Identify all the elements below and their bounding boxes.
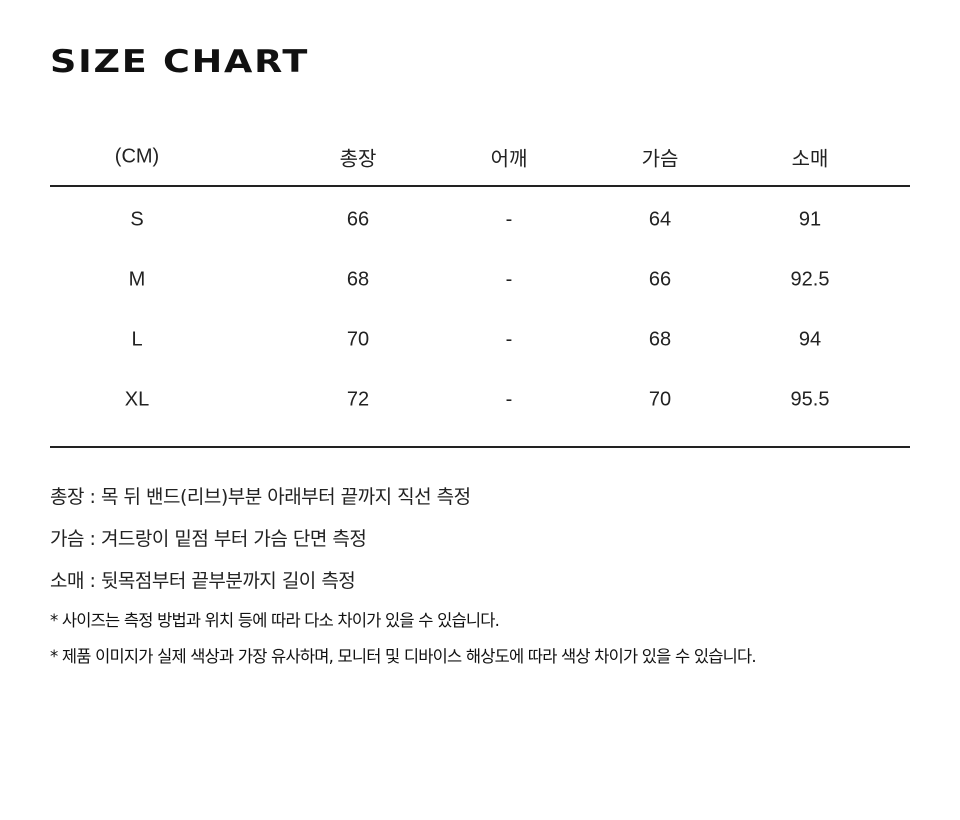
note-sleeve: 소매 : 뒷목점부터 끝부분까지 길이 측정 bbox=[50, 570, 356, 592]
length-cell: 72 bbox=[346, 388, 370, 411]
table-row: XL 72 - 70 95.5 bbox=[50, 370, 910, 430]
chest-cell: 68 bbox=[648, 328, 672, 351]
sleeve-cell: 95.5 bbox=[790, 388, 830, 411]
chest-cell: 64 bbox=[648, 208, 672, 231]
sleeve-cell: 94 bbox=[798, 328, 822, 351]
table-row: M 68 - 66 92.5 bbox=[50, 250, 910, 310]
header-shoulder: 어깨 bbox=[490, 148, 528, 171]
length-cell: 70 bbox=[346, 328, 370, 351]
measurement-notes: 총장 : 목 뒤 밴드(리브)부분 아래부터 끝까지 직선 측정 가슴 : 겨드… bbox=[50, 480, 757, 678]
length-cell: 66 bbox=[346, 208, 370, 231]
note-chest: 가슴 : 겨드랑이 밑점 부터 가슴 단면 측정 bbox=[50, 528, 367, 550]
shoulder-cell: - bbox=[505, 388, 513, 411]
shoulder-cell: - bbox=[505, 268, 513, 291]
header-length: 총장 bbox=[339, 148, 377, 171]
sleeve-cell: 91 bbox=[798, 208, 822, 231]
header-sleeve: 소매 bbox=[791, 148, 829, 171]
size-cell: L bbox=[131, 328, 143, 351]
length-cell: 68 bbox=[346, 268, 370, 291]
size-table: (CM) 총장 어깨 가슴 소매 S 66 - 64 91 M 68 - 66 … bbox=[50, 130, 910, 448]
disclaimer-measurement: * 사이즈는 측정 방법과 위치 등에 따라 다소 차이가 있을 수 있습니다. bbox=[50, 611, 500, 630]
size-cell: XL bbox=[124, 388, 150, 411]
disclaimer-color: * 제품 이미지가 실제 색상과 가장 유사하며, 모니터 및 디바이스 해상도… bbox=[50, 647, 757, 666]
size-cell: S bbox=[130, 208, 144, 231]
header-chest: 가슴 bbox=[641, 148, 679, 171]
table-body: S 66 - 64 91 M 68 - 66 92.5 L 70 - 68 94… bbox=[50, 187, 910, 448]
size-cell: M bbox=[128, 268, 146, 291]
chest-cell: 70 bbox=[648, 388, 672, 411]
table-header: (CM) 총장 어깨 가슴 소매 bbox=[50, 130, 910, 187]
shoulder-cell: - bbox=[505, 208, 513, 231]
table-row: S 66 - 64 91 bbox=[50, 190, 910, 250]
shoulder-cell: - bbox=[505, 328, 513, 351]
page-title: SIZE CHART bbox=[50, 44, 310, 80]
chest-cell: 66 bbox=[648, 268, 672, 291]
sleeve-cell: 92.5 bbox=[790, 268, 830, 291]
header-unit: (CM) bbox=[114, 145, 160, 168]
note-length: 총장 : 목 뒤 밴드(리브)부분 아래부터 끝까지 직선 측정 bbox=[50, 486, 471, 508]
table-row: L 70 - 68 94 bbox=[50, 310, 910, 370]
